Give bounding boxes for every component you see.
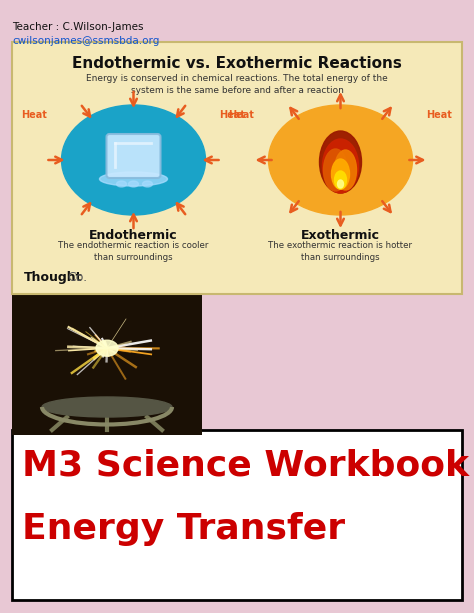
Text: Energy is conserved in chemical reactions. The total energy of the
system is the: Energy is conserved in chemical reaction… xyxy=(86,74,388,95)
Text: The endothermic reaction is cooler
than surroundings: The endothermic reaction is cooler than … xyxy=(58,241,209,262)
FancyBboxPatch shape xyxy=(12,295,202,435)
Ellipse shape xyxy=(322,139,358,193)
Ellipse shape xyxy=(335,150,356,190)
Text: Heat: Heat xyxy=(228,110,255,120)
Ellipse shape xyxy=(42,397,172,417)
Ellipse shape xyxy=(100,172,167,186)
Text: Thought: Thought xyxy=(24,271,82,284)
Text: Heat: Heat xyxy=(219,110,246,120)
Text: cwilsonjames@ssmsbda.org: cwilsonjames@ssmsbda.org xyxy=(12,36,159,46)
Ellipse shape xyxy=(323,149,347,191)
FancyBboxPatch shape xyxy=(107,134,161,178)
Ellipse shape xyxy=(96,340,118,356)
Text: Co.: Co. xyxy=(67,271,87,284)
FancyBboxPatch shape xyxy=(12,42,462,294)
Ellipse shape xyxy=(268,105,412,215)
Text: Endothermic vs. Exothermic Reactions: Endothermic vs. Exothermic Reactions xyxy=(72,56,402,71)
Text: Endothermic: Endothermic xyxy=(89,229,178,242)
FancyBboxPatch shape xyxy=(12,430,462,600)
Ellipse shape xyxy=(335,171,346,189)
Ellipse shape xyxy=(117,181,127,187)
Ellipse shape xyxy=(331,159,349,189)
Text: Exothermic: Exothermic xyxy=(301,229,380,242)
Text: Heat: Heat xyxy=(427,110,452,120)
Ellipse shape xyxy=(143,181,153,187)
Text: Heat: Heat xyxy=(22,110,47,120)
Text: The exothermic reaction is hotter
than surroundings: The exothermic reaction is hotter than s… xyxy=(268,241,412,262)
Text: Energy Transfer: Energy Transfer xyxy=(22,512,345,546)
Ellipse shape xyxy=(319,131,362,193)
Ellipse shape xyxy=(62,105,206,215)
Text: M3 Science Workbook: M3 Science Workbook xyxy=(22,448,469,482)
Ellipse shape xyxy=(128,181,138,187)
Ellipse shape xyxy=(337,180,344,188)
Text: Teacher : C.Wilson-James: Teacher : C.Wilson-James xyxy=(12,22,144,32)
